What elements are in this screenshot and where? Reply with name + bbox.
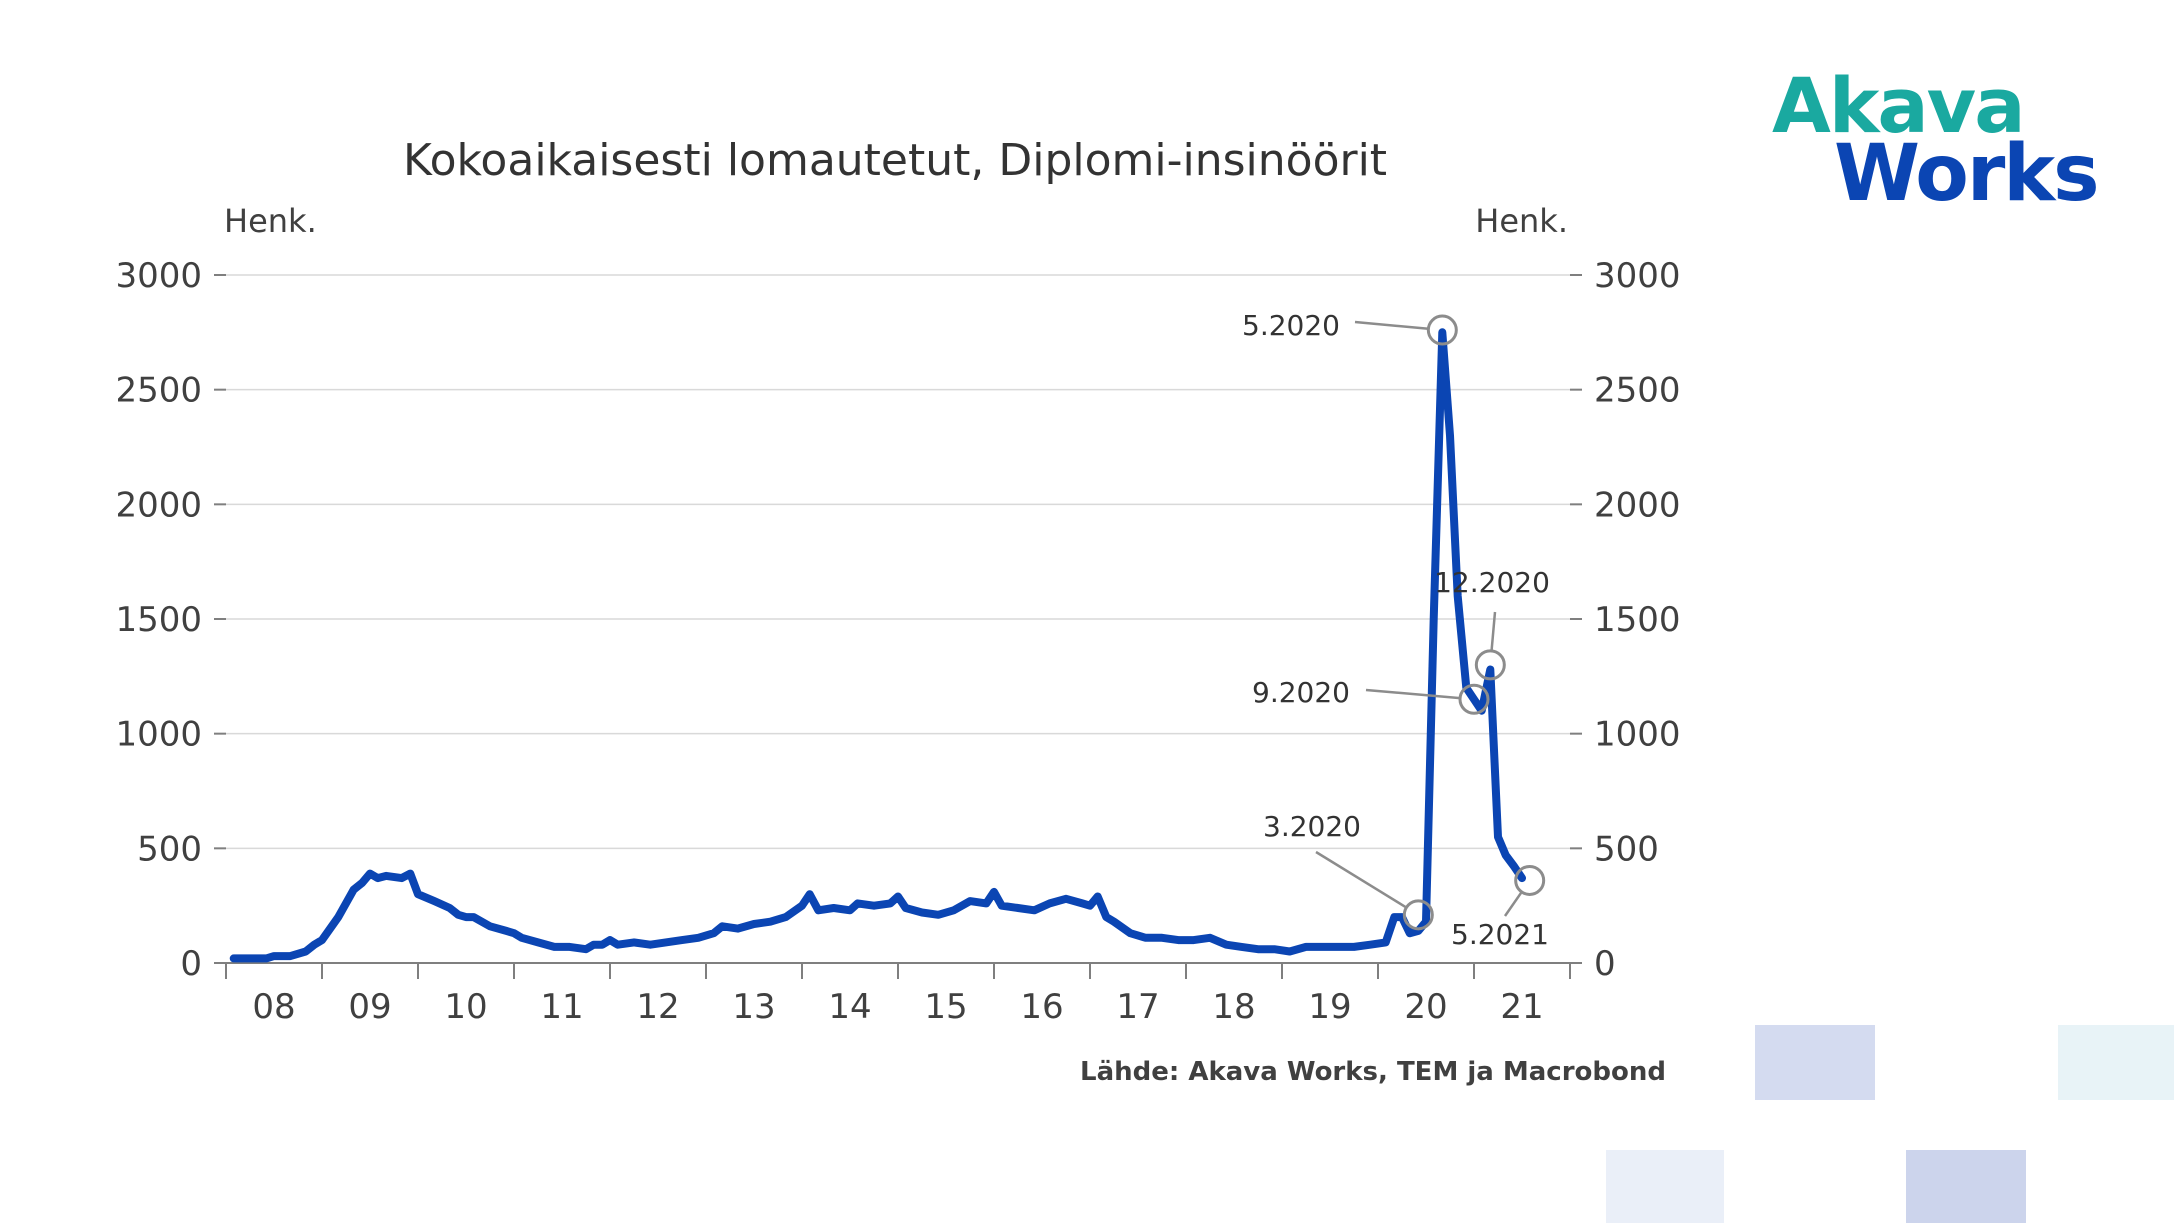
x-tick-label: 19 [1308,987,1351,1027]
logo-works-text: Works [1834,129,2098,219]
annotation-circle [1458,683,1490,715]
x-tick-label: 17 [1116,987,1159,1027]
annotation-leader [1365,688,1461,700]
x-tick-label: 13 [732,987,775,1027]
y-tick-label-left: 1000 [115,715,202,755]
y-tick-label-left: 0 [180,944,202,984]
annotation-circle [1402,899,1434,931]
x-tick-label: 12 [636,987,679,1027]
annotation-leader [1315,850,1408,909]
annotation-label: 5.2021 [1451,918,1549,951]
x-tick-label: 09 [348,987,391,1027]
deco-square [1755,1025,1875,1100]
y-tick-label-right: 0 [1594,944,1616,984]
x-tick-label: 11 [540,987,583,1027]
annotation-circle [1426,314,1458,346]
decorative-squares [1606,1025,2174,1223]
chart-title: Kokoaikaisesti lomautetut, Diplomi-insin… [403,135,1387,186]
y-tick-label-left: 3000 [115,256,202,296]
y-tick-label-right: 2000 [1594,485,1681,525]
x-tick-label: 18 [1212,987,1255,1027]
annotation-leader [1490,611,1497,652]
deco-square [2058,1025,2174,1100]
series-layer [229,328,1526,963]
x-tick-label: 21 [1500,987,1543,1027]
deco-square [1906,1150,2026,1223]
x-tick-label: 16 [1020,987,1063,1027]
logo-akava-text: Akava [1772,61,2023,150]
gridlines [226,274,1570,850]
y-tick-label-right: 1500 [1594,600,1681,640]
y-tick-label-right: 3000 [1594,256,1681,296]
annotation-circle [1514,864,1546,896]
deco-square [1606,1150,1724,1223]
x-tick-label: 20 [1404,987,1447,1027]
annotation-label: 9.2020 [1252,676,1350,709]
y-axis-unit-right: Henk. [1475,202,1568,240]
source-note: Lähde: Akava Works, TEM ja Macrobond [1080,1057,1666,1087]
x-tick-label: 10 [444,987,487,1027]
annotation-label: 12.2020 [1434,566,1550,599]
y-tick-label-right: 500 [1594,829,1659,869]
series-line [229,328,1526,963]
y-tick-label-left: 500 [137,829,202,869]
annotation-label: 5.2020 [1242,309,1340,342]
annotations: 5.2020 12.2020 9.2020 3.2020 5.2021 [1242,309,1550,951]
y-tick-label-left: 2500 [115,371,202,411]
y-axis-unit-left: Henk. [224,202,317,240]
y-tick-label-right: 2500 [1594,371,1681,411]
y-tick-label-left: 2000 [115,485,202,525]
y-tick-label-left: 1500 [115,600,202,640]
axes: 0 0 500 500 1000 1000 1500 1500 2000 2000 2500 2500… [115,256,1680,1027]
akava-works-logo: Akava Works [1772,61,2100,219]
annotation-leader [1503,891,1523,917]
y-tick-label-right: 1000 [1594,715,1681,755]
annotation-leader [1354,320,1429,331]
x-tick-label: 14 [828,987,871,1027]
x-tick-label: 15 [924,987,967,1027]
x-tick-label: 08 [252,987,295,1027]
annotation-circle [1474,649,1506,681]
annotation-label: 3.2020 [1263,810,1361,843]
